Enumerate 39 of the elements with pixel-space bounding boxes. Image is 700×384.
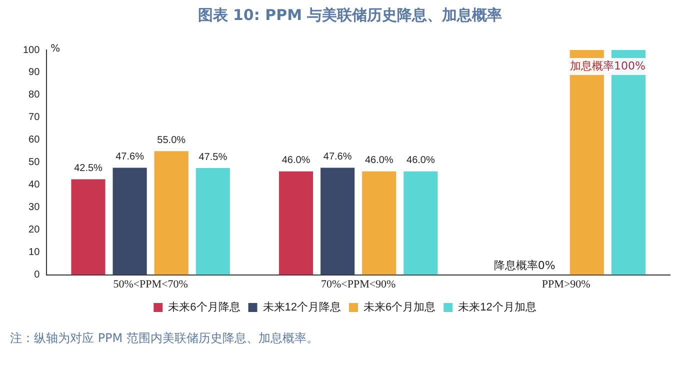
data-label: 47.6% [323, 152, 352, 163]
legend-label: 未来12个月加息 [458, 300, 536, 314]
x-tick-label: 70%<PPM<90% [320, 278, 396, 290]
chart-title: 图表 10: PPM 与美联储历史降息、加息概率 [196, 6, 504, 25]
bar [112, 168, 147, 275]
y-tick-label: 70 [28, 112, 40, 124]
text: 注：纵轴为对应 PPM 范围内美联储历史降息、加息概率。 [10, 330, 318, 347]
data-label: 55.0% [157, 134, 186, 146]
y-axis-title: % [50, 44, 60, 55]
data-label: 46.0% [406, 155, 435, 166]
data-label: 46.0% [364, 155, 394, 166]
bar [362, 171, 396, 275]
y-tick-label: 10 [28, 247, 40, 258]
annotation: 降息概率0% [494, 259, 556, 272]
x-tick-label: 50%<PPM<70% [113, 278, 188, 290]
data-label: 47.6% [116, 152, 144, 163]
bar [278, 171, 314, 275]
y-tick-label: 50 [28, 157, 40, 168]
y-tick-label: 60 [28, 134, 40, 146]
annotation: 加息概率100% [570, 59, 646, 72]
bar [320, 168, 355, 275]
y-tick-label: 0 [34, 270, 40, 281]
y-tick-label: 100 [22, 44, 40, 56]
legend-label: 未来6个月降息 [168, 300, 240, 314]
legend-label: 未来12个月降息 [262, 300, 342, 314]
y-tick-label: 30 [28, 202, 40, 214]
bar [71, 179, 106, 275]
data-label: 42.5% [74, 163, 103, 174]
y-tick-label: 80 [28, 90, 40, 101]
legend-label: 未来6个月加息 [364, 300, 436, 314]
bar [154, 151, 188, 275]
y-tick-label: 90 [28, 67, 40, 78]
data-label: 47.5% [198, 152, 228, 163]
bar [196, 168, 230, 275]
y-tick-label: 40 [28, 180, 40, 191]
bar [404, 171, 438, 275]
y-tick-label: 20 [28, 224, 40, 236]
data-label: 46.0% [282, 155, 310, 166]
x-tick-label: PPM>90% [542, 278, 590, 290]
